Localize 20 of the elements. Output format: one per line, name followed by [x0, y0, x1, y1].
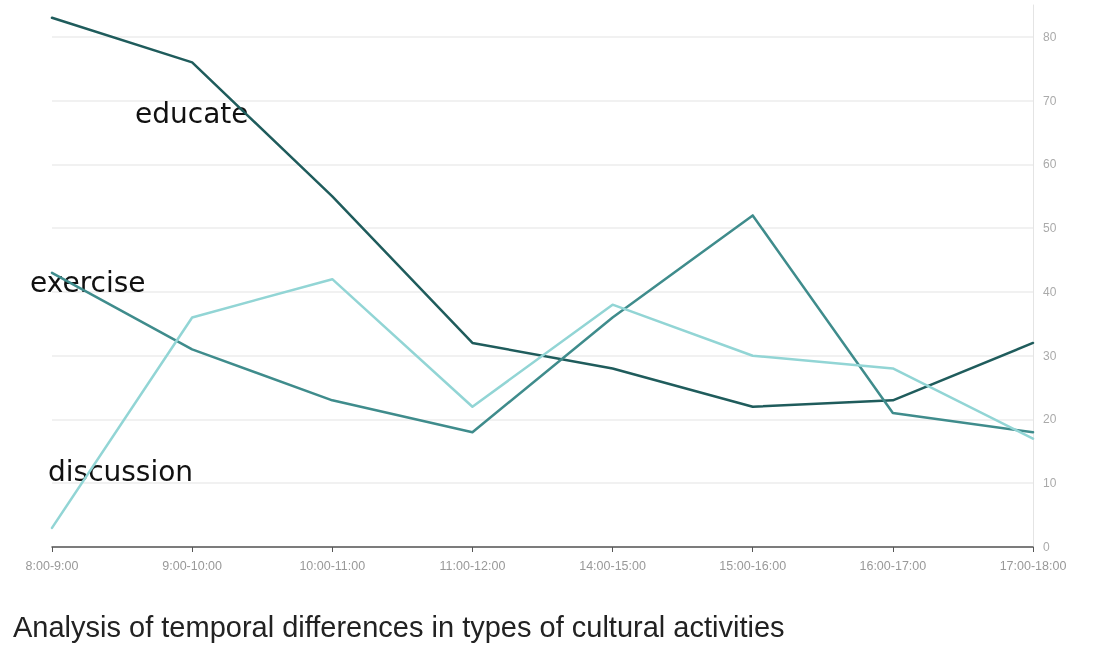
x-tick-label: 17:00-18:00	[999, 558, 1067, 573]
series-label: discussion	[48, 455, 194, 489]
x-tick-label: 15:00-16:00	[719, 558, 787, 573]
y-tick-label: 70	[1043, 93, 1057, 108]
x-tick-label: 10:00-11:00	[299, 558, 366, 573]
series-label: educate	[135, 97, 249, 131]
x-tick-label: 14:00-15:00	[579, 558, 646, 573]
x-tick-label: 8:00-9:00	[25, 558, 79, 573]
y-tick-label: 60	[1043, 157, 1057, 172]
x-tick-label: 9:00-10:00	[162, 558, 223, 573]
y-tick-label: 50	[1043, 221, 1057, 236]
y-tick-label: 30	[1043, 348, 1057, 363]
x-tick-label: 16:00-17:00	[859, 558, 927, 573]
y-tick-label: 0	[1043, 540, 1050, 554]
text: Analysis of temporal differences in types of cultural activities	[13, 610, 785, 643]
y-tick-label: 20	[1043, 412, 1057, 427]
y-tick-label: 40	[1043, 284, 1057, 299]
x-tick-label: 11:00-12:00	[439, 558, 506, 573]
y-tick-label: 80	[1043, 29, 1057, 44]
y-tick-label: 10	[1043, 476, 1057, 491]
